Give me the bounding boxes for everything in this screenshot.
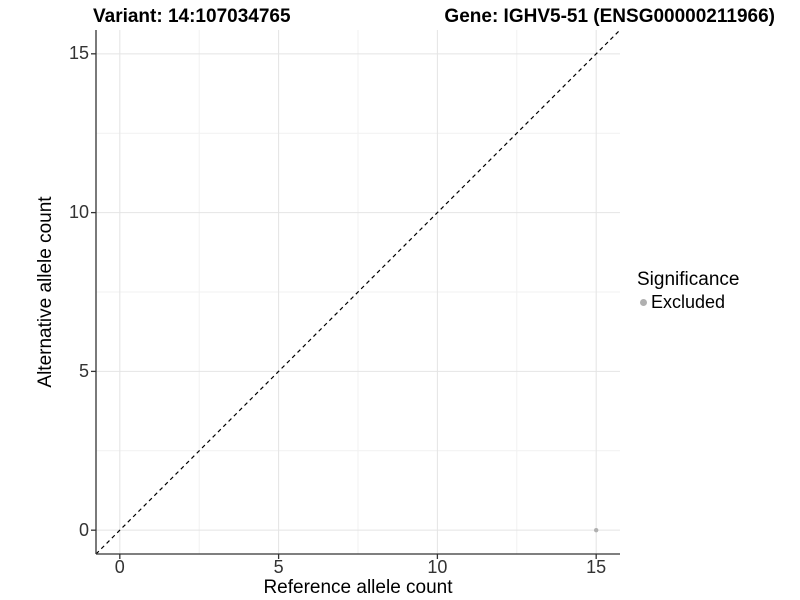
- x-tick-label: 5: [273, 557, 284, 577]
- variant-title: Variant: 14:107034765: [93, 6, 291, 27]
- identity-dashed-line: [95, 29, 621, 555]
- y-tick-label: 5: [78, 360, 89, 381]
- excluded-point-icon: [639, 298, 647, 306]
- data-point: [593, 527, 599, 533]
- plot-title-row: Variant: 14:107034765 Gene: IGHV5-51 (EN…: [93, 6, 775, 27]
- y-tick-label: 0: [78, 519, 89, 540]
- legend-title: Significance: [637, 269, 740, 290]
- legend-key-box: [635, 294, 651, 310]
- x-axis-title: Reference allele count: [263, 577, 453, 598]
- x-tick-label: 10: [427, 557, 448, 577]
- y-axis-title: Alternative allele count: [35, 196, 56, 388]
- legend-item-excluded: Excluded: [637, 292, 739, 312]
- x-tick-label: 15: [586, 557, 607, 577]
- gene-title: Gene: IGHV5-51 (ENSG00000211966): [444, 6, 775, 27]
- y-tick-label: 10: [68, 202, 89, 223]
- legend-item-label: Excluded: [651, 292, 726, 312]
- y-tick-label: 15: [68, 43, 89, 64]
- legend: Significance Excluded: [637, 269, 739, 312]
- x-tick-label: 0: [114, 557, 125, 577]
